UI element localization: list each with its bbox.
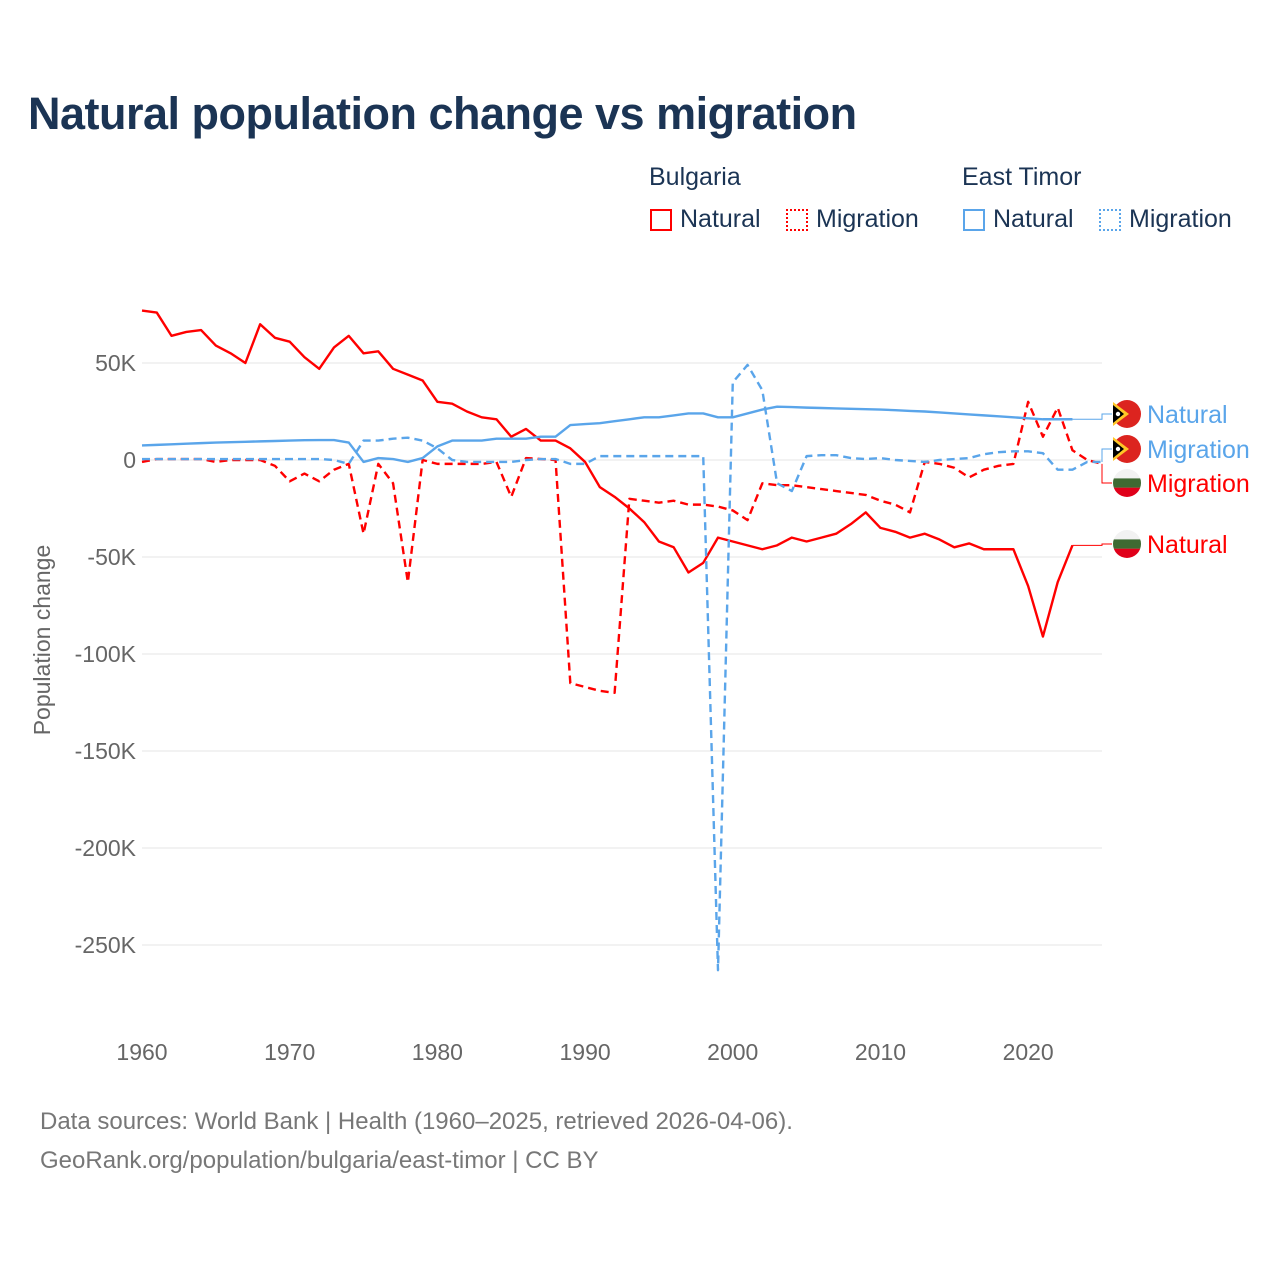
chart-title: Natural population change vs migration: [28, 88, 857, 139]
x-tick-label: 2020: [1003, 1039, 1054, 1065]
bulgaria-flag-icon: [1113, 469, 1141, 497]
x-tick-label: 1960: [116, 1039, 167, 1065]
y-tick-label: -200K: [75, 835, 137, 861]
flag-star: [1115, 411, 1121, 417]
label-connector: [1072, 413, 1112, 420]
label-connector: [1072, 543, 1112, 546]
legend-label: Natural: [993, 205, 1074, 233]
legend-swatch-dotted-blue: [1099, 208, 1121, 231]
x-tick-label: 1980: [412, 1039, 463, 1065]
flag-red: [1113, 487, 1141, 497]
flag-green: [1113, 539, 1141, 549]
series-line-bulgaria-migration: [141, 400, 1103, 694]
series-line-east-timor-migration: [142, 363, 1102, 972]
label-connector: [1101, 448, 1112, 462]
legend-bulgaria-migration[interactable]: Migration: [786, 205, 919, 234]
x-tick-label: 1990: [559, 1039, 610, 1065]
x-tick-label: 1970: [264, 1039, 315, 1065]
legend-group-east-timor: East Timor: [962, 163, 1082, 191]
end-label: Migration: [1147, 470, 1250, 498]
end-label: Natural: [1147, 401, 1228, 429]
flag-white: [1113, 530, 1141, 540]
legend-group-bulgaria: Bulgaria: [649, 163, 741, 191]
footer-attribution[interactable]: GeoRank.org/population/bulgaria/east-tim…: [40, 1147, 599, 1174]
legend-label: Migration: [816, 205, 919, 233]
legend-swatch-dotted-red: [786, 208, 808, 231]
legend-label: Natural: [680, 205, 761, 233]
y-tick-label: -100K: [75, 641, 137, 667]
series-line-east-timor-natural: [141, 405, 1073, 464]
y-tick-label: 50K: [95, 350, 137, 376]
legend-east-timor-migration[interactable]: Migration: [1099, 205, 1232, 234]
legend-bulgaria-natural[interactable]: Natural: [650, 205, 761, 234]
footer-source: Data sources: World Bank | Health (1960–…: [40, 1108, 793, 1135]
end-label: Migration: [1147, 436, 1250, 464]
x-tick-label: 2000: [707, 1039, 758, 1065]
flag-star: [1115, 446, 1121, 452]
flag-green: [1113, 478, 1141, 488]
bulgaria-flag-icon: [1113, 530, 1141, 558]
series-line-bulgaria-natural: [141, 309, 1074, 638]
y-tick-label: -250K: [75, 932, 137, 958]
y-tick-label: -50K: [87, 544, 136, 570]
legend-east-timor-natural[interactable]: Natural: [963, 205, 1074, 234]
label-connector: [1101, 463, 1112, 484]
x-tick-label: 2010: [855, 1039, 906, 1065]
end-label: Natural: [1147, 531, 1228, 559]
y-tick-label: 0: [123, 447, 136, 473]
y-tick-label: -150K: [75, 738, 137, 764]
y-axis-label: Population change: [29, 545, 55, 736]
flag-red: [1113, 548, 1141, 558]
legend-swatch-solid-blue: [963, 208, 985, 231]
legend-swatch-solid-red: [650, 208, 672, 231]
flag-white: [1113, 469, 1141, 479]
legend-label: Migration: [1129, 205, 1232, 233]
